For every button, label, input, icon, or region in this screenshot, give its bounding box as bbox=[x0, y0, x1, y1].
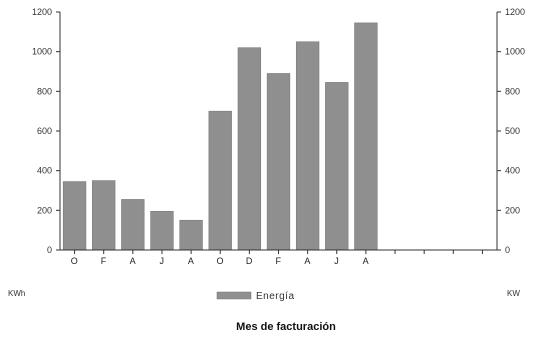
y-right-tick-label: 500 bbox=[505, 126, 520, 136]
bar-3 bbox=[121, 199, 145, 251]
x-axis-title: Mes de facturación bbox=[236, 321, 336, 333]
y-axis-right-unit: KW bbox=[507, 289, 520, 298]
x-category-label: J bbox=[159, 256, 164, 266]
y-axis-left-unit: KWh bbox=[8, 289, 25, 298]
x-category-label: A bbox=[363, 256, 370, 266]
bar-1 bbox=[62, 181, 87, 251]
y-left-tick-label: 600 bbox=[37, 126, 52, 136]
y-right-tick-label: 200 bbox=[505, 205, 520, 215]
x-category-label: A bbox=[188, 256, 195, 266]
y-right-tick-label: 1200 bbox=[505, 7, 525, 17]
y-right-tick-label: 1000 bbox=[505, 47, 525, 57]
y-left-tick-label: 0 bbox=[47, 245, 52, 255]
y-left-tick-label: 800 bbox=[37, 86, 52, 96]
bar-9 bbox=[295, 41, 320, 251]
y-right-tick-label: 400 bbox=[505, 166, 520, 176]
y-left-tick-label: 1000 bbox=[32, 47, 52, 57]
x-category-label: J bbox=[334, 256, 339, 266]
x-category-label: F bbox=[101, 256, 107, 266]
bar-4 bbox=[150, 211, 174, 251]
x-category-label: A bbox=[130, 256, 137, 266]
bar-2 bbox=[92, 180, 116, 251]
x-category-label: O bbox=[71, 256, 79, 266]
y-right-tick-label: 0 bbox=[505, 245, 510, 255]
y-right-tick-label: 800 bbox=[505, 86, 520, 96]
bar-10 bbox=[325, 82, 349, 251]
legend-swatch bbox=[216, 291, 252, 300]
bar-7 bbox=[237, 47, 262, 251]
x-category-label: O bbox=[216, 256, 224, 266]
y-left-tick-label: 400 bbox=[37, 166, 52, 176]
y-left-tick-label: 1200 bbox=[32, 7, 52, 17]
x-category-label: F bbox=[276, 256, 282, 266]
bar-5 bbox=[179, 219, 203, 251]
legend: Energía bbox=[216, 291, 295, 302]
y-axis-right-ticks: 0 200 400 500 800 1000 1200 bbox=[497, 7, 525, 255]
y-axis-left-ticks: 0 200 400 600 800 1000 1200 bbox=[32, 7, 60, 255]
bar-8 bbox=[266, 73, 291, 251]
legend-label: Energía bbox=[256, 291, 295, 302]
bar-series bbox=[62, 22, 378, 251]
bar-11 bbox=[354, 22, 378, 251]
x-category-label: A bbox=[304, 256, 311, 266]
bar-6 bbox=[208, 110, 232, 251]
y-left-tick-label: 200 bbox=[37, 205, 52, 215]
x-category-label: D bbox=[246, 256, 253, 266]
